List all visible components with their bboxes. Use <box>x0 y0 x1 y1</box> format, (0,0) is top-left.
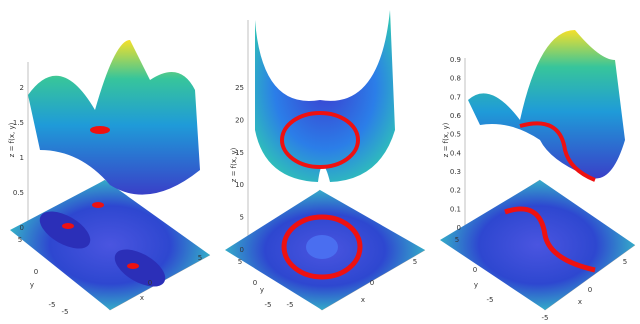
minimum-point <box>62 223 74 229</box>
y-tick-label: 0 <box>34 268 38 276</box>
contour-base <box>10 180 210 310</box>
panel-3 <box>440 30 636 311</box>
z-axis-label: z = f(x, y) <box>8 122 16 157</box>
z-tick-label: 0.5 <box>13 189 24 197</box>
contour-base <box>440 180 635 310</box>
z-tick-label: 0.6 <box>450 112 462 120</box>
minimum-point <box>127 263 139 269</box>
minimum-ring <box>280 111 360 169</box>
y-tick-label: 5 <box>18 236 22 244</box>
x-axis-label: x <box>578 298 582 306</box>
z-tick-label: 5 <box>240 214 244 222</box>
y-tick-label: 0 <box>473 266 477 274</box>
minimum-curve <box>519 121 596 182</box>
contour-well <box>39 211 91 249</box>
surface <box>255 10 395 182</box>
y-axis-label: y <box>30 281 34 289</box>
z-tick-label: 2 <box>20 84 24 92</box>
x-tick-label: 5 <box>413 258 417 266</box>
z-tick-label: 0.7 <box>450 93 461 101</box>
y-axis-label: y <box>260 286 264 294</box>
z-tick-label: 0.4 <box>450 149 462 157</box>
z-tick-label: 0.3 <box>450 168 461 176</box>
z-tick-label: 1.5 <box>13 119 24 127</box>
z-tick-label: 0.1 <box>450 205 461 213</box>
panel-1 <box>10 40 211 311</box>
z-tick-label: 0 <box>457 224 461 232</box>
z-tick-label: 0.8 <box>450 75 461 83</box>
z-tick-label: 0.5 <box>450 131 461 139</box>
z-tick-label: 1 <box>20 154 24 162</box>
z-tick-label: 0.2 <box>450 187 461 195</box>
surface <box>468 30 625 179</box>
y-tick-label: -5 <box>49 301 56 309</box>
z-tick-label: 0 <box>20 224 24 232</box>
y-tick-label: 5 <box>455 236 459 244</box>
z-tick-label: 0.9 <box>450 56 461 64</box>
x-tick-label: 5 <box>623 258 627 266</box>
y-tick-label: 5 <box>238 258 242 266</box>
minimum-curve <box>504 206 596 273</box>
z-tick-label: 15 <box>235 149 244 157</box>
y-axis-label: y <box>474 281 478 289</box>
x-tick-label: -5 <box>62 308 69 316</box>
x-axis-label: x <box>140 294 144 302</box>
contour-center <box>306 235 338 259</box>
contour-well <box>114 249 166 287</box>
minimum-point <box>90 126 110 134</box>
surface <box>28 40 200 195</box>
x-tick-label: -5 <box>542 314 549 322</box>
y-tick-label: 0 <box>253 279 257 287</box>
y-tick-label: -5 <box>487 296 494 304</box>
x-tick-label: 5 <box>198 254 202 262</box>
x-tick-label: 0 <box>588 286 592 294</box>
panel-2 <box>225 10 426 311</box>
z-axis-label: z = f(x, y) <box>442 122 450 157</box>
z-tick-label: 25 <box>235 84 244 92</box>
z-tick-label: 0 <box>240 246 244 254</box>
z-tick-label: 20 <box>235 116 244 124</box>
x-axis-label: x <box>361 296 365 304</box>
x-tick-label: 0 <box>370 279 374 287</box>
x-tick-label: -5 <box>287 301 294 309</box>
y-tick-label: -5 <box>265 301 272 309</box>
minimum-point <box>92 202 104 208</box>
minimum-ring <box>281 214 363 280</box>
z-axis-label: z = f(x, y) <box>230 147 238 182</box>
z-tick-label: 10 <box>235 181 244 189</box>
x-tick-label: 0 <box>148 279 152 287</box>
